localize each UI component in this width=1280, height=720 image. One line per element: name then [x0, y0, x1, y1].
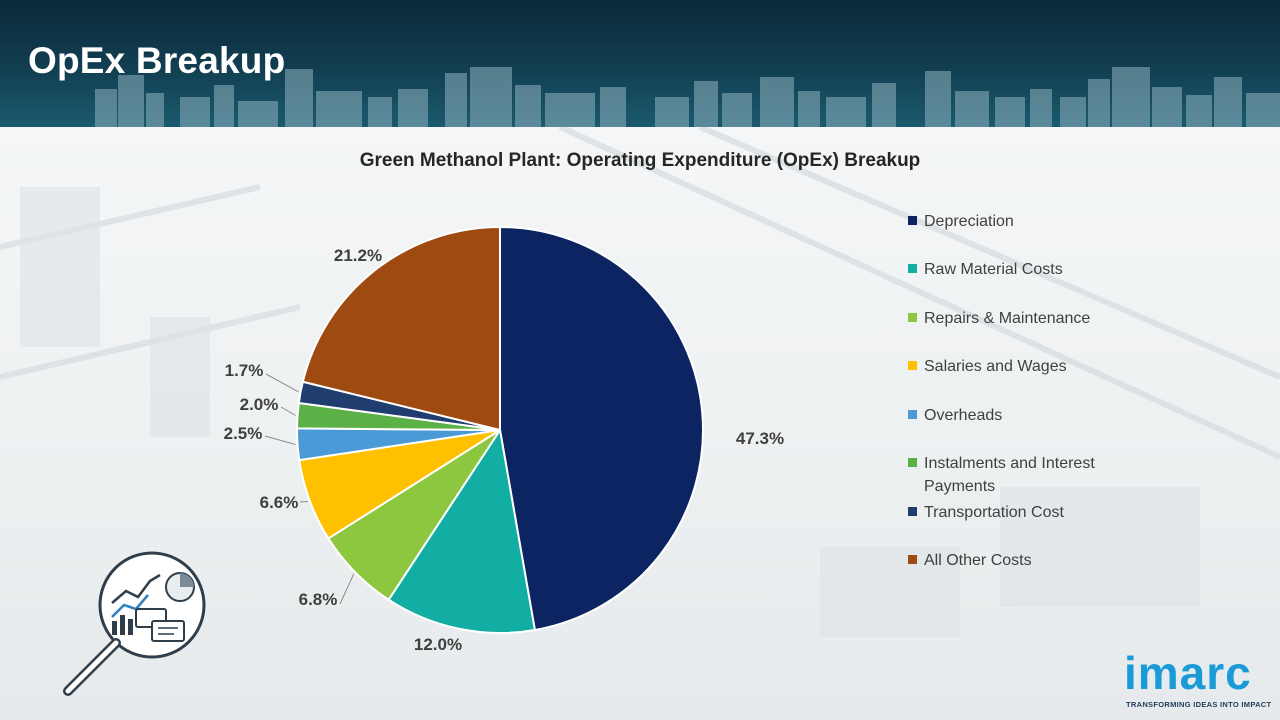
- leader-line-7: [265, 373, 299, 393]
- legend-label: Transportation Cost: [924, 504, 1064, 521]
- data-label-2: 12.0%: [414, 635, 462, 654]
- legend-item: Salaries and Wages: [908, 355, 1144, 378]
- leader-line-4: [299, 501, 308, 503]
- city-skyline-decoration: [95, 67, 1280, 127]
- pie-slice-8: [301, 225, 501, 432]
- legend-label: Depreciation: [924, 213, 1014, 230]
- legend-swatch: [908, 264, 917, 273]
- legend-label: Salaries and Wages: [924, 358, 1067, 375]
- factory-background-decoration: [0, 127, 1280, 637]
- legend-item: Depreciation: [908, 210, 1144, 233]
- logo-tagline: TRANSFORMING IDEAS INTO IMPACT: [1126, 700, 1272, 709]
- header-banner: OpEx Breakup: [0, 0, 1280, 127]
- data-label-6: 2.0%: [240, 395, 279, 414]
- legend-label: Raw Material Costs: [924, 261, 1063, 278]
- legend-label: Repairs & Maintenance: [924, 310, 1091, 327]
- legend-item: Overheads: [908, 404, 1144, 427]
- legend-swatch: [908, 361, 917, 370]
- leader-line-6: [280, 406, 296, 416]
- legend-swatch: [908, 410, 917, 419]
- legend-item: Instalments and Interest Payments: [908, 452, 1144, 498]
- leader-line-3: [339, 573, 355, 605]
- data-label-4: 6.6%: [260, 493, 299, 512]
- legend-label: Overheads: [924, 407, 1003, 424]
- data-label-1: 47.3%: [736, 429, 784, 448]
- logo-wordmark: imarc: [1124, 647, 1252, 699]
- legend-item: Raw Material Costs: [908, 258, 1144, 281]
- data-label-8: 21.2%: [334, 246, 382, 265]
- content-area: [0, 127, 1280, 720]
- legend-swatch: [908, 313, 917, 322]
- pie-slice-2: [387, 427, 537, 634]
- legend-swatch: [908, 458, 917, 467]
- legend-item: All Other Costs: [908, 549, 1144, 572]
- legend-label: All Other Costs: [924, 552, 1032, 569]
- imarc-logo: imarc TRANSFORMING IDEAS INTO IMPACT: [1124, 648, 1274, 712]
- legend-item: Transportation Cost: [908, 501, 1144, 524]
- data-label-7: 1.7%: [225, 361, 264, 380]
- chart-title: Green Methanol Plant: Operating Expendit…: [359, 150, 921, 171]
- legend-item: Repairs & Maintenance: [908, 307, 1144, 330]
- page-title: OpEx Breakup: [28, 40, 286, 81]
- legend-swatch: [908, 555, 917, 564]
- data-label-5: 2.5%: [224, 424, 263, 443]
- pie-slice-1: [499, 225, 704, 632]
- leader-line-5: [264, 435, 296, 445]
- legend-label: Instalments and Interest Payments: [924, 455, 1095, 495]
- analytics-magnifier-icon: [63, 551, 206, 696]
- legend-swatch: [908, 507, 917, 516]
- data-label-3: 6.8%: [299, 590, 338, 609]
- legend-swatch: [908, 216, 917, 225]
